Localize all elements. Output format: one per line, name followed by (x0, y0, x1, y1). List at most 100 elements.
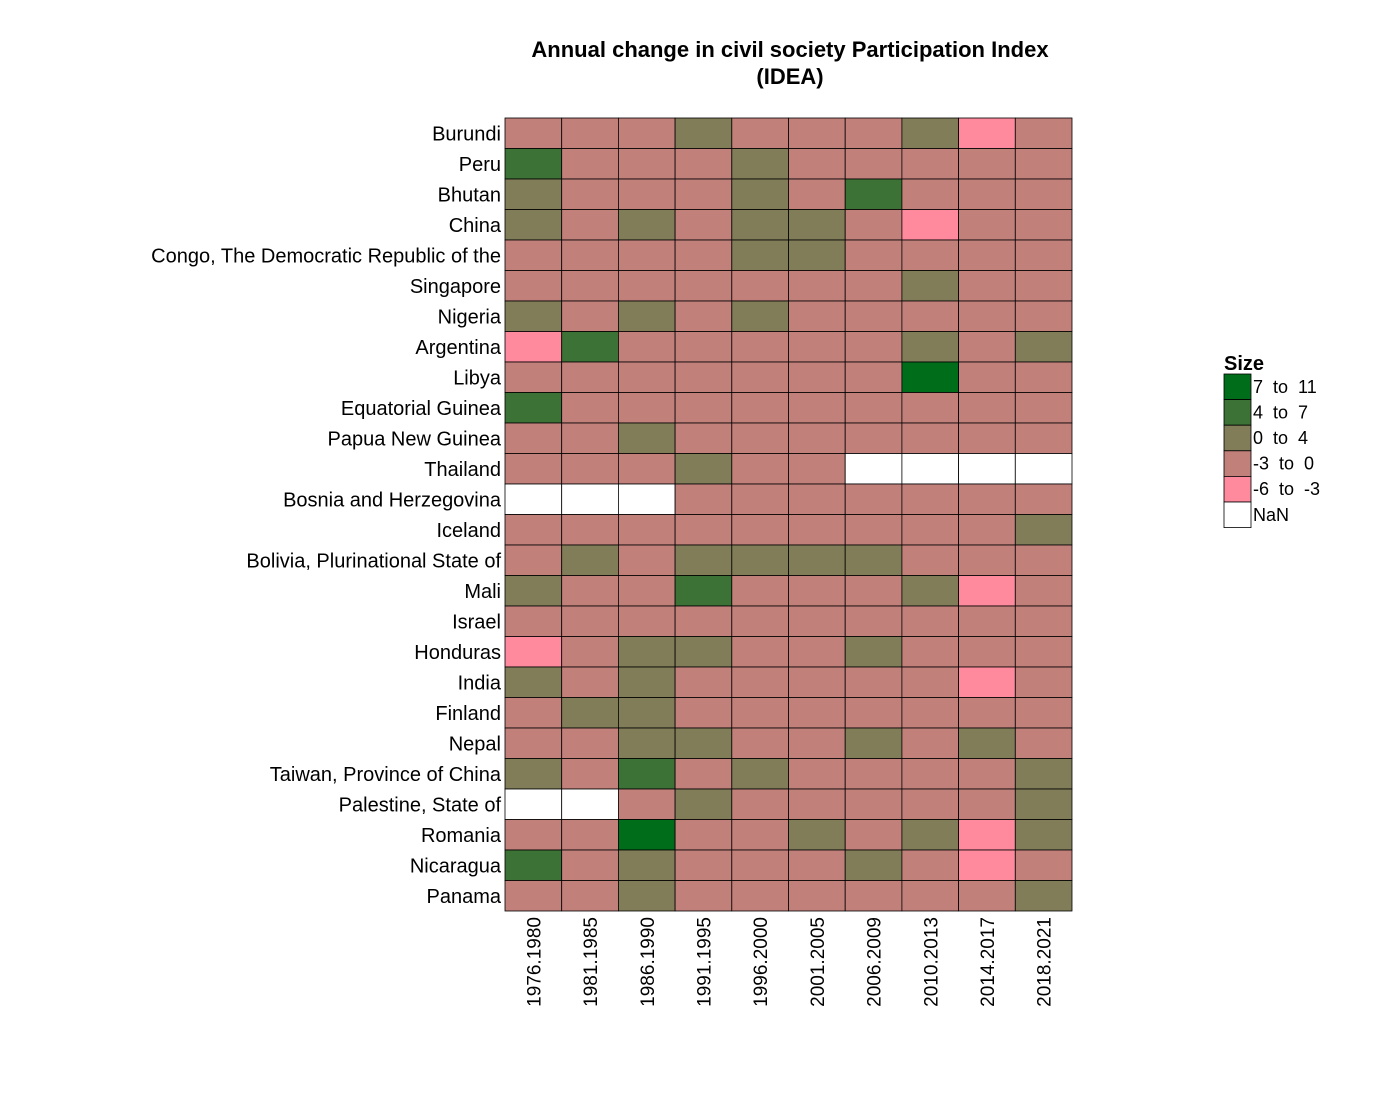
heatmap-cell (731, 575, 789, 607)
heatmap-cell (788, 788, 846, 820)
x-tick-label: 2010.2013 (921, 917, 942, 1007)
heatmap-cell (788, 605, 846, 637)
heatmap-cell (1014, 605, 1073, 637)
heatmap-cell (844, 148, 903, 180)
heatmap-cell (674, 575, 733, 607)
heatmap-cell (1014, 849, 1073, 881)
heatmap-cell (901, 544, 960, 576)
y-tick-label: Taiwan, Province of China (270, 764, 502, 786)
x-tick-label: 1991.1995 (694, 917, 715, 1007)
heatmap-cell (901, 514, 960, 546)
heatmap-cell (844, 300, 903, 332)
heatmap-cell (561, 117, 619, 149)
heatmap-cell (504, 331, 563, 363)
x-tick-label: 1981.1985 (581, 917, 602, 1007)
chart-title-line-2: (IDEA) (756, 64, 823, 89)
heatmap-cell (958, 361, 1016, 393)
heatmap-cell (674, 727, 733, 759)
heatmap-cell (504, 666, 563, 698)
heatmap-cell (674, 270, 733, 302)
heatmap-cell (731, 270, 789, 302)
heatmap-cell (788, 239, 846, 271)
heatmap-cell (1014, 178, 1073, 210)
heatmap-cell (844, 270, 903, 302)
heatmap-cell (731, 788, 789, 820)
heatmap-cell (618, 666, 676, 698)
heatmap-cell (674, 697, 733, 729)
x-tick-label: 1986.1990 (638, 917, 659, 1007)
x-tick-label: 1996.2000 (751, 917, 772, 1007)
heatmap-cell (674, 849, 733, 881)
heatmap-cell (788, 209, 846, 241)
heatmap-cell (901, 239, 960, 271)
heatmap-cell (901, 300, 960, 332)
heatmap-cell (901, 392, 960, 424)
heatmap-cell (788, 849, 846, 881)
heatmap-cell (504, 758, 563, 790)
y-tick-label: Nepal (449, 733, 501, 755)
x-tick-label: 2006.2009 (865, 917, 886, 1007)
heatmap-cell (958, 117, 1016, 149)
heatmap-cell (561, 819, 619, 851)
heatmap-cell (504, 514, 563, 546)
heatmap-cell (731, 209, 789, 241)
heatmap-cell (504, 270, 563, 302)
heatmap-cell (788, 575, 846, 607)
heatmap-cell (731, 727, 789, 759)
heatmap-cell (731, 849, 789, 881)
heatmap-cell (1014, 209, 1073, 241)
heatmap-cell (674, 117, 733, 149)
y-tick-label: Burundi (432, 123, 501, 145)
heatmap-cell (788, 422, 846, 454)
heatmap-cell (1014, 331, 1073, 363)
legend-label: -3 to 0 (1253, 454, 1314, 474)
heatmap-cell (561, 422, 619, 454)
heatmap-cell (618, 178, 676, 210)
heatmap-cell (504, 727, 563, 759)
y-tick-label: China (449, 215, 502, 237)
heatmap-cell (958, 422, 1016, 454)
heatmap-cell (901, 331, 960, 363)
heatmap-cell (844, 392, 903, 424)
heatmap-cell (1014, 117, 1073, 149)
heatmap-cell (674, 544, 733, 576)
heatmap-cell (788, 148, 846, 180)
heatmap-cell (1014, 819, 1073, 851)
heatmap-cell (504, 605, 563, 637)
y-tick-label: Bolivia, Plurinational State of (246, 550, 501, 572)
heatmap-cell (1014, 392, 1073, 424)
legend-swatch (1223, 450, 1252, 477)
heatmap-cell (504, 697, 563, 729)
legend-title: Size (1224, 353, 1264, 375)
heatmap-cell (901, 422, 960, 454)
legend-label: -6 to -3 (1253, 479, 1320, 499)
heatmap-cell (561, 697, 619, 729)
heatmap-cell (618, 422, 676, 454)
heatmap-cell (788, 636, 846, 668)
heatmap-cell (731, 666, 789, 698)
y-tick-label: Iceland (437, 520, 502, 542)
heatmap-cell (504, 148, 563, 180)
legend-label: NaN (1253, 505, 1289, 525)
heatmap-cell (731, 117, 789, 149)
heatmap-cell (561, 361, 619, 393)
heatmap-cell (844, 758, 903, 790)
heatmap-cell (561, 514, 619, 546)
heatmap-cell (844, 544, 903, 576)
heatmap-cell (561, 636, 619, 668)
heatmap-cell (958, 148, 1016, 180)
heatmap-cell (731, 422, 789, 454)
heatmap-cell (958, 697, 1016, 729)
y-tick-label: Bosnia and Herzegovina (283, 489, 502, 511)
heatmap-cell (788, 819, 846, 851)
heatmap-cell (504, 819, 563, 851)
heatmap-cell (618, 483, 676, 515)
heatmap-cell (901, 636, 960, 668)
heatmap-cell (504, 178, 563, 210)
heatmap-cell (958, 331, 1016, 363)
heatmap-cell (674, 819, 733, 851)
heatmap-cell (504, 422, 563, 454)
heatmap-cell (958, 270, 1016, 302)
heatmap-cell (674, 300, 733, 332)
heatmap-cell (731, 300, 789, 332)
